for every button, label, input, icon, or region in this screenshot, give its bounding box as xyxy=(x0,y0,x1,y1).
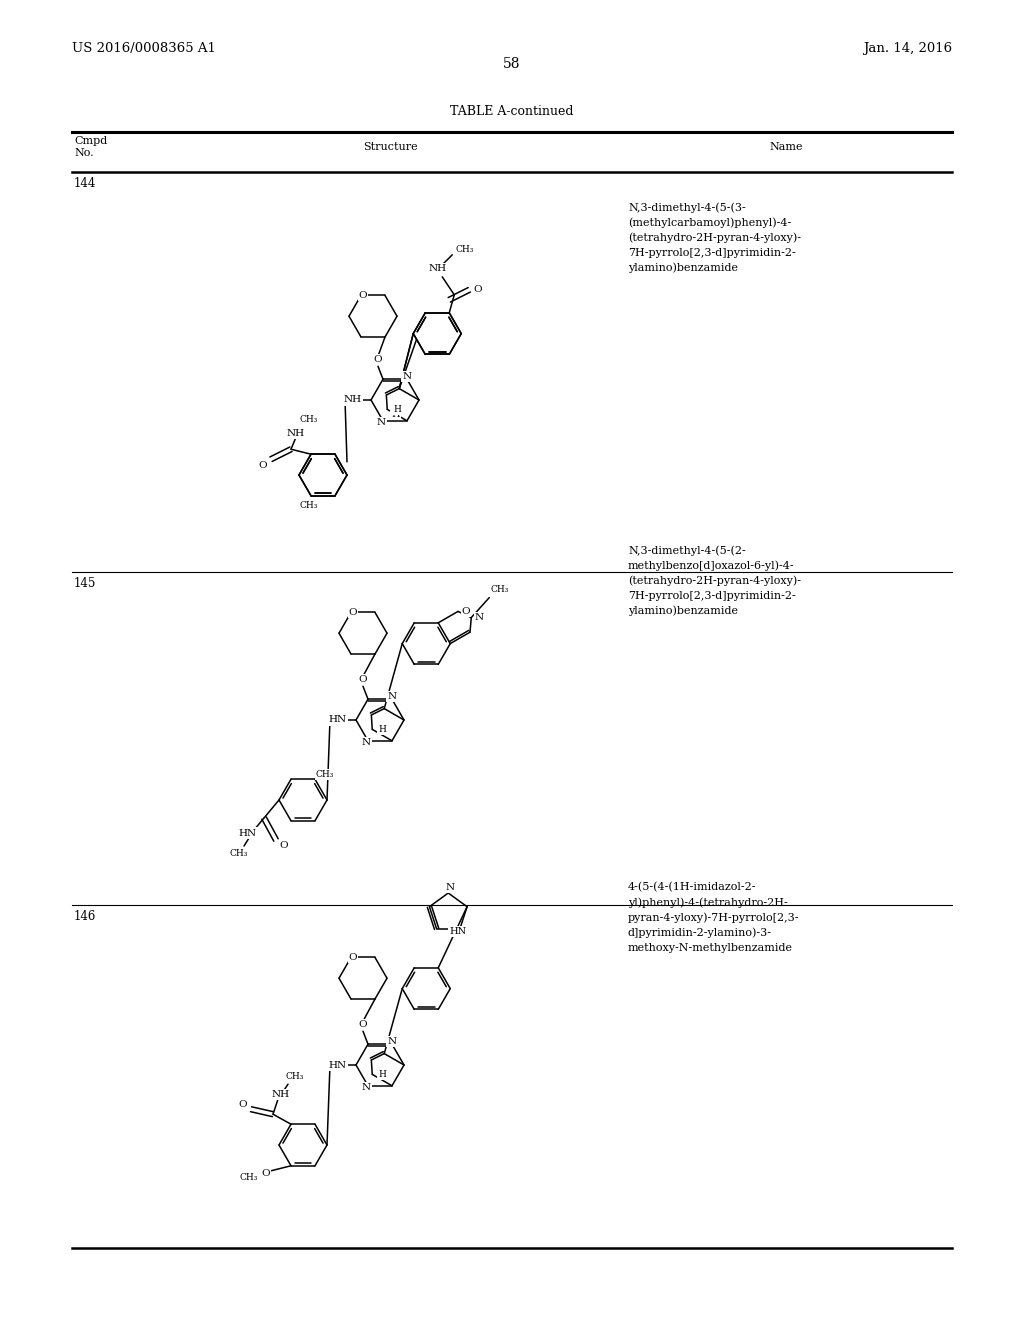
Text: NH: NH xyxy=(428,264,446,273)
Text: H: H xyxy=(378,1071,386,1078)
Text: N: N xyxy=(445,883,455,891)
Text: O: O xyxy=(280,842,289,850)
Text: N: N xyxy=(377,418,386,428)
Text: Jan. 14, 2016: Jan. 14, 2016 xyxy=(863,42,952,55)
Text: O: O xyxy=(259,461,267,470)
Text: CH₃: CH₃ xyxy=(300,414,318,424)
Text: CH₃: CH₃ xyxy=(490,585,509,594)
Text: H: H xyxy=(391,411,399,418)
Text: N: N xyxy=(387,1036,396,1045)
Text: H: H xyxy=(393,405,401,414)
Text: NH: NH xyxy=(344,396,362,404)
Text: 4-(5-(4-(1H-imidazol-2-
yl)phenyl)-4-(tetrahydro-2H-
pyran-4-yloxy)-7H-pyrrolo[2: 4-(5-(4-(1H-imidazol-2- yl)phenyl)-4-(te… xyxy=(628,882,800,953)
Text: H: H xyxy=(378,725,386,734)
Text: 144: 144 xyxy=(74,177,96,190)
Text: No.: No. xyxy=(74,148,93,158)
Text: 145: 145 xyxy=(74,577,96,590)
Text: O: O xyxy=(462,607,470,616)
Text: TABLE A-continued: TABLE A-continued xyxy=(451,106,573,117)
Text: N: N xyxy=(475,612,483,622)
Text: N: N xyxy=(387,692,396,701)
Text: O: O xyxy=(473,285,481,294)
Text: O: O xyxy=(262,1170,270,1179)
Text: 58: 58 xyxy=(503,57,521,71)
Text: CH₃: CH₃ xyxy=(300,502,318,511)
Text: N: N xyxy=(361,738,371,747)
Text: Structure: Structure xyxy=(362,143,418,152)
Text: O: O xyxy=(349,609,357,616)
Text: HN: HN xyxy=(239,829,257,837)
Text: HN: HN xyxy=(329,715,347,725)
Text: O: O xyxy=(239,1100,248,1109)
Text: HN: HN xyxy=(450,928,467,936)
Text: O: O xyxy=(358,675,368,684)
Text: N,3-dimethyl-4-(5-(2-
methylbenzo[d]oxazol-6-yl)-4-
(tetrahydro-2H-pyran-4-yloxy: N,3-dimethyl-4-(5-(2- methylbenzo[d]oxaz… xyxy=(628,545,801,615)
Text: US 2016/0008365 A1: US 2016/0008365 A1 xyxy=(72,42,216,55)
Text: Cmpd: Cmpd xyxy=(74,136,108,147)
Text: HN: HN xyxy=(329,1060,347,1069)
Text: CH₃: CH₃ xyxy=(315,770,334,779)
Text: CH₃: CH₃ xyxy=(455,246,473,255)
Text: O: O xyxy=(358,1020,368,1028)
Text: CH₃: CH₃ xyxy=(240,1173,258,1183)
Text: N: N xyxy=(361,1084,371,1092)
Text: O: O xyxy=(358,290,368,300)
Text: Name: Name xyxy=(769,143,803,152)
Text: O: O xyxy=(374,355,382,364)
Text: NH: NH xyxy=(287,429,305,438)
Text: N,3-dimethyl-4-(5-(3-
(methylcarbamoyl)phenyl)-4-
(tetrahydro-2H-pyran-4-yloxy)-: N,3-dimethyl-4-(5-(3- (methylcarbamoyl)p… xyxy=(628,202,801,273)
Text: N: N xyxy=(402,372,412,380)
Text: O: O xyxy=(349,953,357,962)
Text: NH: NH xyxy=(272,1090,290,1098)
Text: CH₃: CH₃ xyxy=(286,1072,304,1081)
Text: CH₃: CH₃ xyxy=(229,849,248,858)
Text: 146: 146 xyxy=(74,909,96,923)
